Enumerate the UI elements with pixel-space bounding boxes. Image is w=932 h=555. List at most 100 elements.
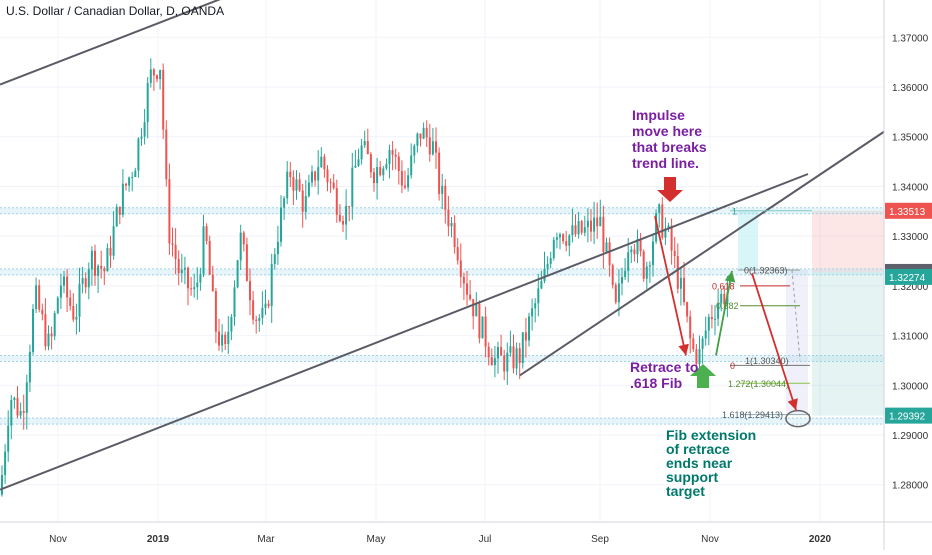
candle-body (360, 145, 363, 160)
candle-body (307, 182, 310, 197)
candle-body (497, 347, 499, 359)
candle-body (233, 287, 236, 317)
annotation-text: ends near (666, 455, 733, 471)
candle-body (391, 150, 394, 155)
candle-body (524, 332, 527, 341)
candle-body (617, 283, 620, 303)
candle-body (509, 346, 512, 353)
fib-label: 1.272(1.30044) (728, 379, 789, 389)
candle-body (397, 156, 400, 172)
candle-body (670, 225, 673, 251)
candle-body (472, 299, 475, 317)
annotation-text: target (666, 483, 705, 499)
candle-body (276, 241, 279, 255)
candle-body (249, 280, 251, 301)
target-zone (812, 271, 884, 416)
annotation-text: support (666, 469, 718, 485)
candle-body (701, 338, 704, 349)
candle-body (140, 136, 143, 139)
candle-body (506, 352, 509, 372)
candle-body (38, 285, 41, 310)
candle-body (531, 308, 534, 317)
candle-body (373, 172, 375, 184)
candle-body (422, 128, 425, 139)
extension-arrow (751, 273, 798, 411)
symbol-title: U.S. Dollar / Canadian Dollar, D, OANDA (6, 4, 225, 18)
candle-body (134, 170, 137, 178)
candle-body (431, 141, 434, 155)
candle-body (286, 171, 289, 199)
candle-body (264, 303, 267, 308)
candle-body (714, 318, 716, 320)
candle-body (661, 204, 664, 238)
candle-body (630, 249, 633, 253)
candle-body (543, 268, 546, 282)
y-tick-label: 1.31000 (892, 332, 929, 343)
candle-body (518, 348, 521, 364)
fib-label: 0.618 (712, 281, 735, 291)
price-label-box (885, 268, 932, 285)
candle-body (199, 274, 202, 283)
candle-body (407, 175, 410, 188)
candle-body (162, 70, 165, 130)
price-label-text: 1.32274 (889, 273, 926, 284)
candle-body (633, 249, 636, 255)
candle-body (94, 250, 96, 276)
candle-body (676, 256, 679, 289)
candle-body (642, 251, 645, 279)
support-resistance-band (0, 207, 884, 214)
candle-body (171, 243, 174, 245)
candle-body (354, 165, 357, 168)
y-tick-label: 1.35000 (892, 133, 929, 144)
candle-body (90, 250, 93, 270)
stop-zone (812, 210, 884, 272)
price-label-box (885, 202, 932, 219)
candle-body (16, 397, 19, 416)
trend-line (519, 130, 885, 377)
candle-body (664, 228, 667, 238)
candle-body (10, 400, 13, 426)
candle-body (652, 241, 654, 266)
candle-body (658, 204, 661, 214)
candle-body (410, 155, 413, 176)
candle-body (81, 278, 84, 284)
y-tick-label: 1.37000 (892, 33, 929, 44)
candle-body (673, 250, 676, 257)
candle-body (704, 330, 707, 339)
candle-body (441, 185, 444, 194)
candle-body (329, 182, 332, 184)
annotation-text: trend line. (632, 155, 699, 171)
price-label-box (885, 407, 932, 424)
candle-body (400, 171, 403, 186)
candle-body (667, 225, 670, 229)
candle-body (555, 237, 558, 240)
candle-body (314, 171, 317, 181)
candle-body (100, 265, 103, 269)
candle-body (242, 232, 245, 245)
candle-body (208, 241, 211, 275)
candle-body (245, 244, 248, 281)
candle-body (512, 346, 515, 369)
candle-body (273, 254, 276, 265)
candle-body (425, 128, 428, 138)
x-tick-label: 2020 (809, 534, 832, 545)
candle-body (103, 268, 106, 272)
candle-body (462, 276, 465, 284)
candle-body (112, 226, 115, 256)
candle-body (723, 293, 726, 305)
candle-body (109, 247, 112, 256)
annotation-text: of retrace (666, 441, 730, 457)
y-tick-label: 1.30000 (892, 381, 929, 392)
candle-body (338, 214, 341, 221)
candle-body (611, 265, 614, 285)
candle-body (159, 70, 162, 80)
candle-body (196, 282, 199, 288)
support-resistance-band (0, 418, 884, 425)
fib-label: 0 (730, 361, 735, 371)
fib-label: 1.618(1.29413) (722, 410, 783, 420)
candle-body (115, 206, 118, 227)
candle-body (382, 168, 385, 176)
candle-body (534, 303, 537, 309)
